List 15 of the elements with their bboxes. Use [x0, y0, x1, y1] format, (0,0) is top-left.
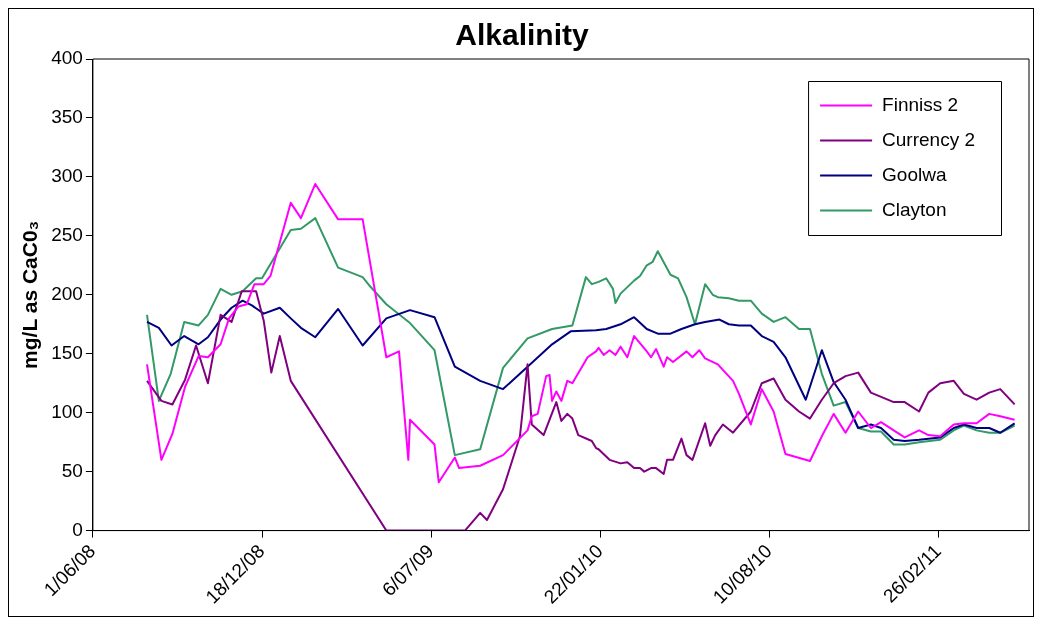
- y-tick-label: 200: [51, 283, 83, 305]
- y-tick-label: 50: [61, 459, 83, 481]
- legend-label: Finniss 2: [882, 93, 959, 115]
- legend-label: Clayton: [882, 198, 947, 220]
- y-tick-label: 350: [51, 106, 83, 128]
- y-axis-title: mg/L as CaC0₃: [18, 220, 42, 369]
- legend-label: Currency 2: [882, 128, 975, 150]
- y-tick-label: 100: [51, 400, 83, 422]
- y-tick-label: 300: [51, 165, 83, 187]
- y-tick-label: 250: [51, 224, 83, 246]
- y-tick-label: 0: [72, 518, 83, 540]
- legend-label: Goolwa: [882, 163, 947, 185]
- chart-title: Alkalinity: [455, 18, 589, 52]
- y-tick-label: 400: [51, 47, 83, 69]
- y-tick-label: 150: [51, 341, 83, 363]
